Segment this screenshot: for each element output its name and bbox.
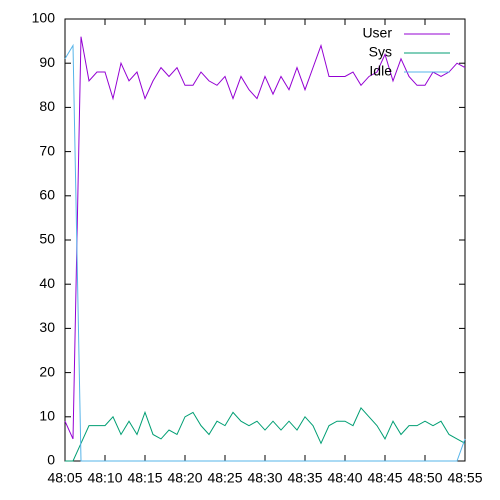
series-line bbox=[64, 36, 466, 440]
x-tick-label: 48:15 bbox=[127, 470, 162, 486]
y-tick-label: 50 bbox=[39, 231, 55, 247]
x-tick-label: 48:35 bbox=[287, 470, 322, 486]
series-line bbox=[65, 407, 466, 462]
x-tick-label: 48:30 bbox=[247, 470, 282, 486]
x-tick-label: 48:10 bbox=[87, 470, 122, 486]
x-tick-label: 48:20 bbox=[167, 470, 202, 486]
y-tick-label: 20 bbox=[39, 363, 55, 379]
x-tick-label: 48:45 bbox=[367, 470, 402, 486]
y-tick-label: 0 bbox=[47, 452, 55, 468]
y-tick-label: 30 bbox=[39, 319, 55, 335]
y-tick-label: 80 bbox=[39, 98, 55, 114]
x-tick-label: 48:05 bbox=[47, 470, 82, 486]
series-line bbox=[64, 43, 466, 462]
y-tick-label: 60 bbox=[39, 187, 55, 203]
x-tick-label: 48:55 bbox=[447, 470, 482, 486]
y-tick-label: 40 bbox=[39, 275, 55, 291]
legend-label: User bbox=[362, 25, 392, 41]
y-tick-label: 70 bbox=[39, 142, 55, 158]
x-tick-label: 48:50 bbox=[407, 470, 442, 486]
x-tick-label: 48:40 bbox=[327, 470, 362, 486]
x-tick-label: 48:25 bbox=[207, 470, 242, 486]
y-tick-label: 90 bbox=[39, 54, 55, 70]
legend-label: Sys bbox=[369, 44, 392, 60]
plot-frame bbox=[64, 18, 466, 462]
y-tick-label: 100 bbox=[32, 10, 56, 26]
legend-label: Idle bbox=[369, 63, 392, 79]
y-tick-label: 10 bbox=[39, 408, 55, 424]
